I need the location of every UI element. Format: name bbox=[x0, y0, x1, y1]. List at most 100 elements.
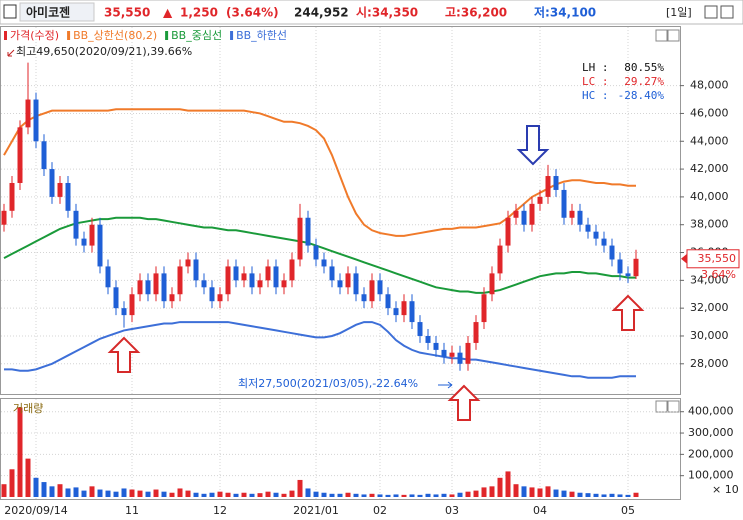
x-tick-label: 05 bbox=[621, 504, 635, 517]
volume-bar bbox=[529, 487, 535, 497]
candle-body bbox=[225, 266, 231, 295]
volume-bar bbox=[201, 493, 207, 497]
candle-body bbox=[97, 224, 103, 267]
volume-bar bbox=[593, 493, 599, 497]
legend-label: BB_중심선 bbox=[171, 29, 222, 42]
candle-body bbox=[473, 322, 479, 343]
volume-bar bbox=[249, 493, 255, 497]
volume-bar bbox=[17, 407, 23, 497]
y-tick-label: 40,000 bbox=[690, 190, 729, 203]
candle-body bbox=[289, 259, 295, 281]
y-tick-label: 30,000 bbox=[690, 329, 729, 342]
up-arrow bbox=[611, 294, 645, 331]
candle-body bbox=[577, 210, 583, 225]
max-pointer bbox=[7, 49, 15, 57]
candle-body bbox=[241, 273, 247, 281]
y-tick-label: 28,000 bbox=[690, 357, 729, 370]
candle-body bbox=[121, 308, 127, 316]
candle-body bbox=[25, 99, 31, 128]
volume-bar bbox=[81, 490, 87, 497]
x-tick-label: 2021/01 bbox=[293, 504, 339, 517]
volume-bar bbox=[153, 489, 159, 497]
candle-body bbox=[449, 352, 455, 357]
volume-bar bbox=[57, 484, 63, 497]
minimize-button[interactable] bbox=[704, 5, 718, 19]
legend-swatch bbox=[165, 31, 169, 40]
volume-bar bbox=[633, 492, 639, 497]
candle-body bbox=[81, 238, 87, 246]
candle-body bbox=[169, 294, 175, 302]
candle-body bbox=[369, 280, 375, 302]
volume-bar bbox=[273, 492, 279, 497]
name-box[interactable] bbox=[19, 2, 95, 22]
candle-body bbox=[209, 287, 215, 302]
x-tick-label: 2020/09/14 bbox=[4, 504, 67, 517]
candle-body bbox=[313, 245, 319, 260]
volume-bar bbox=[321, 492, 327, 497]
volume-bar bbox=[585, 493, 591, 497]
candle-body bbox=[569, 210, 575, 218]
panel-button[interactable] bbox=[667, 29, 680, 42]
x-tick-label: 03 bbox=[445, 504, 459, 517]
legend: 가격(수정) BB_상한선(80,2) BB_중심선 BB_하한선 bbox=[4, 28, 287, 42]
candle-body bbox=[345, 273, 351, 288]
y-tick-label: 48,000 bbox=[690, 79, 729, 92]
panel-button[interactable] bbox=[655, 29, 668, 42]
candle-body bbox=[617, 259, 623, 274]
candle-body bbox=[321, 259, 327, 267]
volume-bar bbox=[521, 486, 527, 497]
candle-body bbox=[417, 322, 423, 336]
period[interactable]: [1일] bbox=[666, 5, 692, 19]
candle-body bbox=[33, 99, 39, 142]
max-note: 최고49,650(2020/09/21),39.66% bbox=[16, 45, 192, 58]
panel-button[interactable] bbox=[667, 400, 680, 413]
candle-body bbox=[185, 259, 191, 267]
candle-body bbox=[73, 210, 79, 239]
candle-body bbox=[409, 301, 415, 323]
price-panel bbox=[0, 26, 681, 395]
y-tick-label: 38,000 bbox=[690, 218, 729, 231]
close-button[interactable] bbox=[720, 5, 734, 19]
up-arrow bbox=[107, 336, 141, 373]
candle-body bbox=[625, 273, 631, 277]
candle-body bbox=[601, 238, 607, 246]
legend-label: BB_하한선 bbox=[236, 28, 287, 42]
candle-body bbox=[177, 266, 183, 295]
x-tick-label: 04 bbox=[533, 504, 547, 517]
volume-bar bbox=[145, 491, 151, 497]
volume-bar bbox=[105, 490, 111, 497]
up-arrow bbox=[447, 384, 481, 421]
candle-body bbox=[105, 266, 111, 288]
volume-bar bbox=[545, 486, 551, 497]
price-tag-pct: 3.64% bbox=[701, 268, 736, 281]
volume-title: 거래량 bbox=[13, 402, 43, 415]
volume-bar bbox=[617, 494, 623, 497]
y-tick-label: 400,000 bbox=[688, 405, 734, 418]
candle-body bbox=[521, 210, 527, 225]
panel-button[interactable] bbox=[655, 400, 668, 413]
volume-bar bbox=[89, 486, 95, 497]
candle-body bbox=[425, 335, 431, 343]
candle-body bbox=[145, 280, 151, 295]
change-sign: ▲ bbox=[163, 6, 173, 20]
candle-body bbox=[553, 176, 559, 190]
volume-bar bbox=[345, 492, 351, 497]
grid: 28,00030,00032,00034,00036,00038,00040,0… bbox=[1, 27, 734, 517]
volume-bar bbox=[337, 493, 343, 497]
candle-body bbox=[233, 266, 239, 281]
volume-bar bbox=[569, 491, 575, 497]
y-tick-label: 100,000 bbox=[688, 469, 734, 482]
volume-bar bbox=[385, 494, 391, 497]
y-tick-label: 200,000 bbox=[688, 447, 734, 460]
volume-bar bbox=[561, 490, 567, 497]
open-price: 시:34,350 bbox=[356, 6, 418, 20]
volume-bar bbox=[489, 486, 495, 497]
check-box[interactable] bbox=[3, 4, 17, 19]
volume-bar bbox=[353, 493, 359, 497]
candle-body bbox=[401, 301, 407, 316]
change: 1,250 bbox=[180, 6, 218, 20]
candle-body bbox=[393, 308, 399, 316]
legend-swatch bbox=[4, 31, 7, 40]
volume-bar bbox=[289, 490, 295, 497]
